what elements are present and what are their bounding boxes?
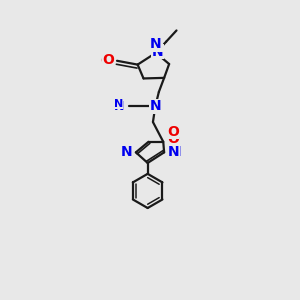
Text: N: N xyxy=(169,146,181,159)
Text: O: O xyxy=(168,132,179,146)
Text: O: O xyxy=(102,53,114,67)
Text: N: N xyxy=(151,45,163,59)
Text: O: O xyxy=(167,125,179,139)
Text: N: N xyxy=(149,99,161,113)
Text: N: N xyxy=(150,38,162,51)
Text: N: N xyxy=(121,146,132,159)
Text: N: N xyxy=(114,99,123,109)
Text: N: N xyxy=(119,146,130,159)
Text: N: N xyxy=(114,99,126,113)
Text: N: N xyxy=(168,146,179,159)
Text: O: O xyxy=(100,54,112,68)
Text: N: N xyxy=(114,100,124,113)
Text: N: N xyxy=(150,99,162,113)
